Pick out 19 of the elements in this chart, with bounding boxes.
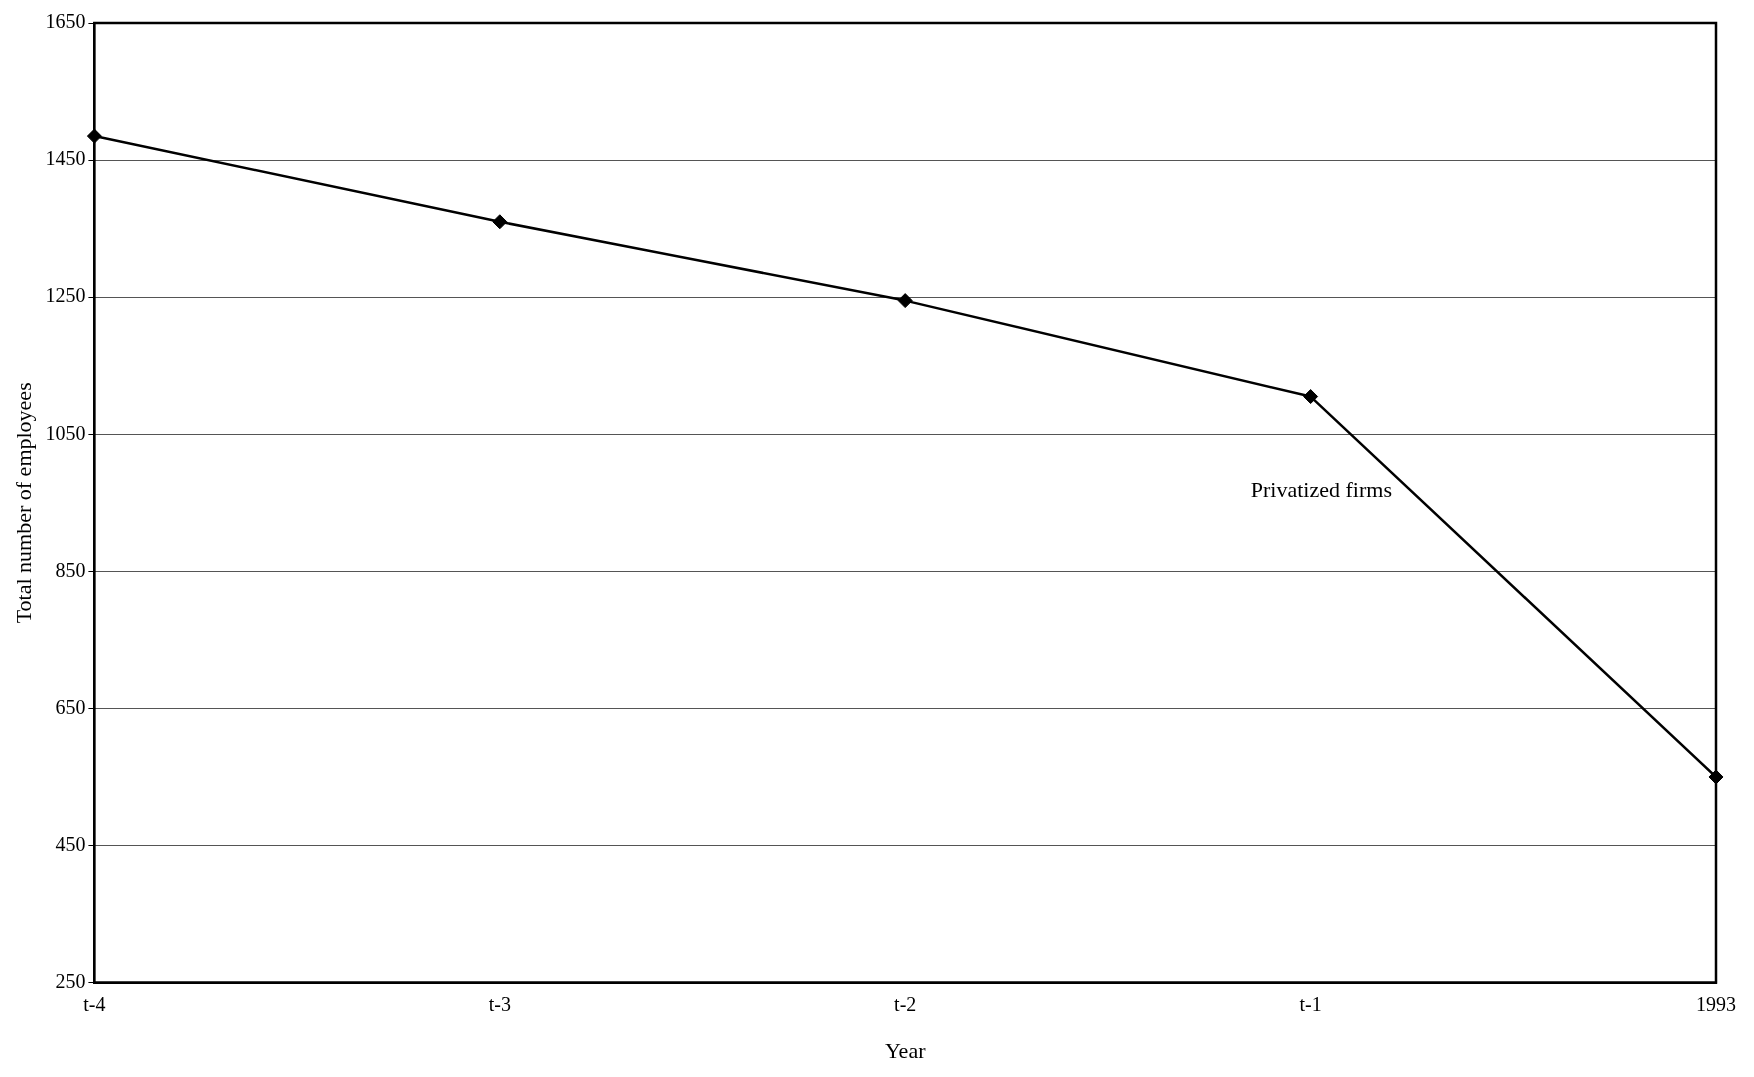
x-tick-label: t-2 [894,992,917,1015]
series-label: Privatized firms [1250,477,1392,503]
y-tick-label: 650 [55,695,86,718]
y-tick-label: 850 [55,558,86,581]
point [1303,389,1319,405]
point [897,293,913,309]
y-tick-label: 450 [55,832,86,855]
y-tick-label: 250 [55,969,86,992]
x-tick-label: 1993 [1696,992,1736,1015]
point [492,214,508,230]
y-tick-label: 1050 [45,421,86,444]
y-tick-label: 1250 [45,284,86,307]
y-tick-label: 1650 [45,10,86,33]
y-tick-label: 1450 [45,147,86,170]
x-tick-label: t-3 [488,992,511,1015]
x-axis-title: Year [884,1037,927,1063]
x-tick-label: t-4 [83,992,106,1015]
y-axis-title: Total number of employees [10,382,36,624]
x-tick-label: t-1 [1299,992,1322,1015]
